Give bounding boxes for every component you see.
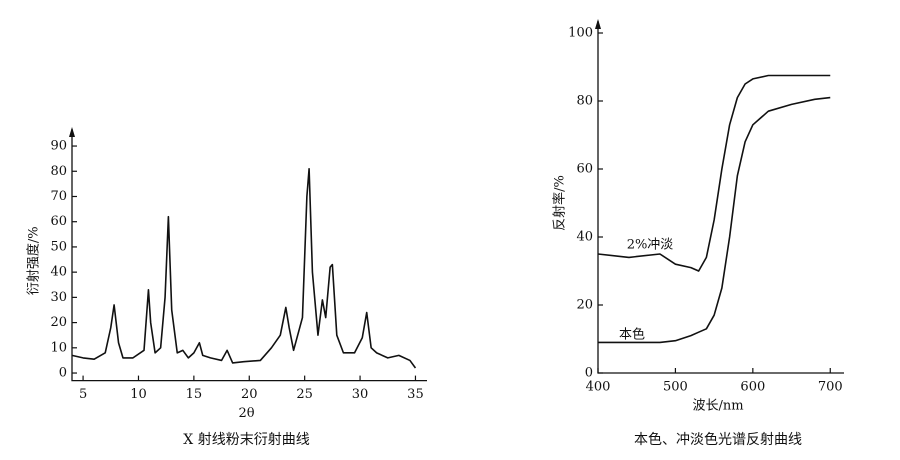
axis-arrow [69, 127, 75, 137]
y-tick-label: 80 [50, 164, 67, 179]
data-line [71, 167, 417, 369]
y-tick-label: 40 [50, 265, 67, 280]
data-line [598, 96, 831, 344]
y-tick-label: 20 [50, 315, 67, 330]
x-tick-label: 30 [352, 387, 369, 402]
y-tick-label: 0 [59, 366, 67, 381]
x-tick-label: 5 [79, 387, 87, 402]
y-tick-label: 40 [576, 230, 593, 245]
data-line [597, 74, 831, 272]
x-tick-label: 15 [186, 387, 203, 402]
y-tick-label: 80 [576, 94, 593, 109]
y-tick-label: 60 [576, 162, 593, 177]
x-tick-label: 500 [663, 380, 688, 395]
y-tick-label: 20 [576, 298, 593, 313]
axis [597, 21, 844, 374]
x-axis-title: 2θ [238, 406, 254, 421]
x-tick-label: 10 [130, 387, 147, 402]
y-axis-title: 衍射强度/% [26, 226, 42, 295]
y-tick-label: 30 [50, 290, 67, 305]
y-tick-label: 60 [50, 214, 67, 229]
caption: 本色、冲淡色光谱反射曲线 [634, 431, 802, 448]
x-tick-label: 25 [296, 387, 313, 402]
x-tick-label: 600 [740, 380, 765, 395]
series-label: 本色 [619, 327, 645, 343]
y-tick-label: 90 [50, 139, 67, 154]
y-axis-title: 反射率/% [552, 175, 568, 231]
caption: X 射线粉末衍射曲线 [183, 432, 309, 448]
y-tick-label: 50 [50, 239, 67, 254]
series-label: 2%冲淡 [627, 238, 674, 253]
x-tick-label: 20 [241, 387, 258, 402]
x-tick-label: 35 [407, 387, 424, 402]
x-tick-label: 700 [818, 380, 843, 395]
x-tick-label: 400 [586, 380, 611, 395]
axis [71, 129, 427, 382]
y-tick-label: 70 [50, 189, 67, 204]
axis-arrow [595, 19, 601, 29]
y-tick-label: 0 [585, 366, 593, 381]
y-tick-label: 100 [568, 26, 593, 41]
x-axis-title: 波长/nm [692, 399, 743, 414]
y-tick-label: 10 [50, 340, 67, 355]
